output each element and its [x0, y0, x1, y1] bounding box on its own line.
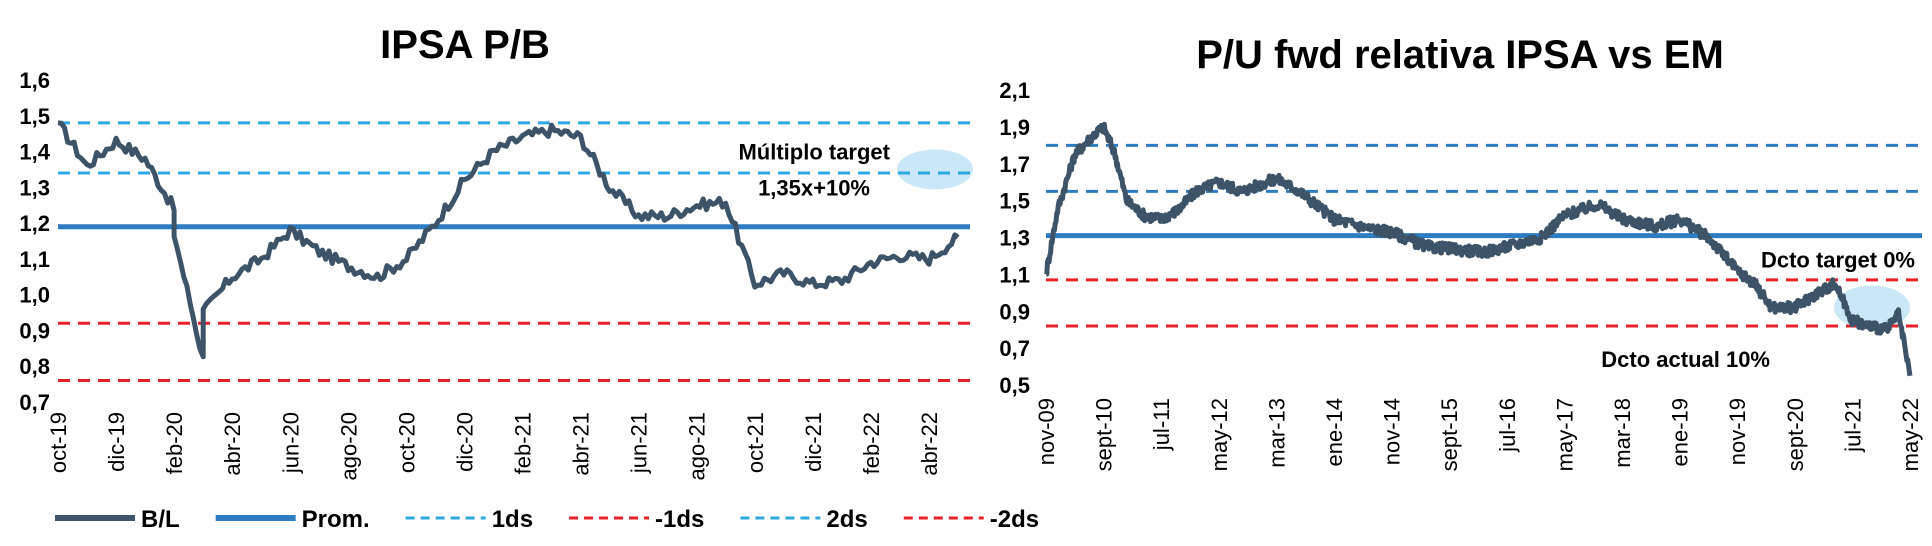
x-tick-label: ene-19	[1668, 398, 1693, 467]
x-tick-label: abr-20	[220, 412, 245, 476]
x-tick-label: sept-15	[1437, 398, 1462, 471]
highlight-ellipse	[897, 149, 973, 190]
x-tick-label: mar-18	[1610, 398, 1635, 468]
legend-label: Prom.	[302, 506, 370, 533]
x-tick-label: mar-13	[1264, 398, 1289, 468]
x-tick-label: jul-21	[1840, 398, 1865, 453]
x-tick-label: nov-19	[1725, 398, 1750, 465]
y-tick-label: 1,4	[19, 140, 50, 165]
y-tick-label: 1,5	[19, 104, 50, 129]
annotation-label: Dcto actual 10%	[1601, 347, 1770, 372]
series-line	[1044, 121, 1913, 377]
series-line	[57, 120, 960, 360]
legend-label: 1ds	[492, 506, 533, 533]
y-tick-label: 1,9	[999, 115, 1030, 140]
legend: B/L Prom. 1ds -1ds 2ds -2ds	[55, 506, 1039, 533]
y-tick-label: 1,7	[999, 152, 1030, 177]
y-tick-label: 1,0	[19, 283, 50, 308]
x-tick-label: dic-21	[801, 412, 826, 472]
x-tick-label: jul-16	[1495, 398, 1520, 453]
y-tick-label: 0,9	[19, 318, 50, 343]
y-tick-label: 0,5	[999, 373, 1030, 398]
x-tick-label: oct-20	[394, 412, 419, 473]
x-tick-label: nov-14	[1380, 398, 1405, 465]
x-tick-label: oct-19	[46, 412, 71, 473]
annotation-label: 1,35x+10%	[758, 175, 870, 200]
x-tick-label: jun-21	[627, 412, 652, 474]
y-tick-label: 1,6	[19, 68, 50, 93]
x-tick-label: ago-20	[336, 412, 361, 481]
x-tick-label: ago-21	[685, 412, 710, 481]
y-tick-label: 1,1	[999, 262, 1030, 287]
legend-label: -1ds	[655, 506, 704, 533]
x-tick-label: sept-20	[1783, 398, 1808, 471]
x-tick-label: ene-14	[1322, 398, 1347, 467]
x-tick-label: feb-20	[162, 412, 187, 474]
chart-title: P/U fwd relativa IPSA vs EM	[1196, 33, 1724, 77]
chart-title: IPSA P/B	[380, 23, 550, 67]
x-tick-label: nov-09	[1034, 398, 1059, 465]
y-tick-label: 1,1	[19, 247, 50, 272]
legend-label: 2ds	[826, 506, 867, 533]
x-tick-label: dic-19	[104, 412, 129, 472]
annotation-label: Dcto target 0%	[1761, 248, 1915, 273]
y-tick-label: 0,9	[999, 299, 1030, 324]
x-tick-label: feb-22	[859, 412, 884, 474]
chart-ipsa-pb: IPSA P/B 1,61,51,41,31,21,11,00,90,80,7 …	[19, 23, 973, 481]
x-tick-label: sept-10	[1092, 398, 1117, 471]
y-tick-label: 0,7	[999, 336, 1030, 361]
x-tick-label: jul-11	[1149, 398, 1174, 451]
x-tick-label: jun-20	[278, 412, 303, 474]
y-tick-label: 1,2	[19, 211, 50, 236]
x-tick-label: oct-21	[743, 412, 768, 473]
y-tick-label: 1,3	[999, 226, 1030, 251]
x-tick-label: abr-21	[569, 412, 594, 476]
y-tick-label: 1,5	[999, 189, 1030, 214]
x-tick-label: may-22	[1898, 398, 1923, 471]
y-tick-label: 2,1	[999, 78, 1030, 103]
x-tick-label: feb-21	[511, 412, 536, 474]
x-tick-label: abr-22	[917, 412, 942, 476]
legend-label: B/L	[141, 506, 180, 533]
chart-pu-fwd-relativa: P/U fwd relativa IPSA vs EM 2,1 1,9 1,7 1,5…	[999, 33, 1923, 471]
y-tick-label: 0,7	[19, 390, 50, 415]
annotation-label: Múltiplo target	[738, 140, 890, 165]
y-tick-label: 0,8	[19, 354, 50, 379]
x-tick-label: may-17	[1552, 398, 1577, 471]
x-tick-label: dic-20	[453, 412, 478, 472]
legend-label: -2ds	[990, 506, 1039, 533]
x-tick-label: may-12	[1207, 398, 1232, 471]
y-tick-label: 1,3	[19, 175, 50, 200]
